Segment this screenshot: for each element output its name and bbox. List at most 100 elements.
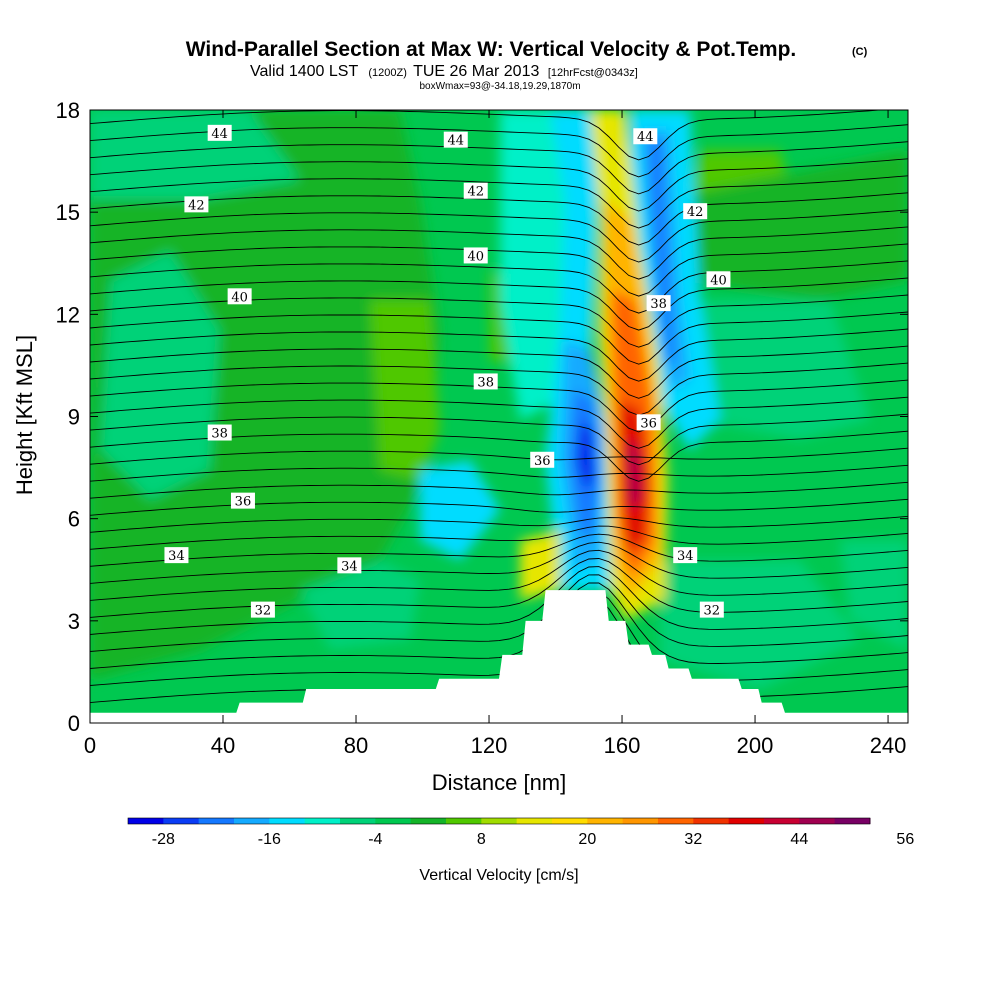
contour-label: 34 <box>341 559 358 574</box>
colorbar-swatch <box>128 818 164 824</box>
isentrope-line <box>90 260 908 314</box>
y-tick-label: 15 <box>56 200 80 225</box>
isentrope-line <box>90 379 908 433</box>
vv-region <box>90 110 440 680</box>
vv-region <box>100 250 220 500</box>
terrain-mask <box>90 590 908 723</box>
isentrope-line <box>90 566 908 635</box>
colorbar-tick-label: -16 <box>258 831 281 848</box>
contour-label-bg <box>227 288 252 305</box>
contour-label: 38 <box>650 297 667 312</box>
isentrope-line <box>90 141 908 195</box>
contour-label-bg <box>164 547 189 564</box>
colorbar-swatch <box>163 818 200 824</box>
isentrope-line <box>90 110 885 161</box>
isentrope-line <box>90 590 908 686</box>
colorbar-swatch <box>410 818 447 824</box>
colorbar-swatch <box>764 818 800 824</box>
vv-region <box>520 530 560 600</box>
contour-label: 42 <box>687 205 704 220</box>
contour-label-bg <box>699 601 724 618</box>
colorbar-swatch <box>340 818 376 824</box>
colorbar-swatch <box>375 818 412 824</box>
isentrope-line <box>90 558 908 618</box>
contour-label: 40 <box>231 290 248 305</box>
colorbar-swatch <box>728 818 765 824</box>
vv-region <box>90 110 300 200</box>
contour-label: 36 <box>640 416 657 431</box>
isentrope-line <box>90 533 908 567</box>
y-tick-label: 0 <box>68 711 80 736</box>
isentrope-line <box>90 396 908 449</box>
contour-label: 38 <box>211 427 228 442</box>
colorbar-swatch <box>622 818 659 824</box>
isentrope-line <box>90 328 908 382</box>
contour-label: 32 <box>255 604 272 619</box>
contour-label-bg <box>530 451 555 468</box>
contour-label-bg <box>683 203 708 220</box>
y-tick-label: 6 <box>68 507 80 532</box>
colorbar-swatch <box>446 818 482 824</box>
contour-labels: 44 44 44 42 42 42 40 40 40 38 38 38 36 36 36 34 34 34 32 32 <box>164 124 731 619</box>
isentrope-line <box>90 464 908 482</box>
vv-region <box>660 150 908 300</box>
contour-label: 42 <box>467 185 484 200</box>
contour-label: 44 <box>637 130 654 145</box>
colorbar-tick-label: 32 <box>684 831 702 848</box>
isentrope-line <box>90 481 908 499</box>
contour-label: 32 <box>704 604 721 619</box>
contour-label: 44 <box>211 127 228 142</box>
contour-label-bg <box>463 247 488 264</box>
copyright-mark: (C) <box>852 46 868 58</box>
colorbar-swatch <box>269 818 306 824</box>
colorbar-tick-label: 56 <box>896 831 914 848</box>
contour-label-bg <box>207 124 232 141</box>
valid-time: Valid 1400 LST (1200Z) TUE 26 Mar 2013 [… <box>250 63 638 80</box>
vv-region <box>660 560 860 690</box>
x-tick-label: 160 <box>604 733 641 758</box>
contour-label: 40 <box>710 273 727 288</box>
x-tick-label: 200 <box>737 733 774 758</box>
colorbar-swatch <box>516 818 553 824</box>
isentrope-line <box>90 192 908 246</box>
isentrope-line <box>90 413 908 466</box>
x-tick-label: 80 <box>344 733 368 758</box>
x-tick-label: 120 <box>471 733 508 758</box>
colorbar-swatch <box>552 818 588 824</box>
contour-label-bg <box>230 492 255 509</box>
colorbar-swatch <box>234 818 270 824</box>
isentrope-line <box>90 209 908 263</box>
isentrope-line <box>90 541 908 584</box>
isentrope-line <box>90 294 908 348</box>
contour-label-bg <box>633 128 658 145</box>
isentrope-line <box>90 311 908 365</box>
contour-label-bg <box>337 557 362 574</box>
colorbar-swatch <box>481 818 518 824</box>
plot-area: 44 44 44 42 42 42 40 40 40 38 38 38 36 36 36 34 34 34 32 32 <box>90 110 908 723</box>
isentrope-line <box>90 345 908 399</box>
y-tick-label: 12 <box>56 302 80 327</box>
colorbar-swatch <box>198 818 235 824</box>
contour-label: 42 <box>188 198 205 213</box>
colorbar-tick-label: -28 <box>152 831 175 848</box>
isentrope-line <box>90 574 908 652</box>
isentrope-line <box>90 525 908 550</box>
contour-label-bg <box>473 373 498 390</box>
vv-region <box>300 560 420 650</box>
colorbar-swatch <box>658 818 694 824</box>
chart-title: Wind-Parallel Section at Max W: Vertical… <box>186 38 797 61</box>
contour-label-bg <box>207 424 232 441</box>
vv-region <box>578 420 593 490</box>
colorbar: -28 -16 -4 8 20 32 44 56 <box>127 817 914 848</box>
isentrope-line <box>90 158 908 212</box>
isentrope-line <box>90 447 908 465</box>
contour-label: 38 <box>477 375 494 390</box>
isentrope-line <box>90 277 908 331</box>
contour-label: 34 <box>168 549 185 564</box>
contour-label-bg <box>646 295 671 312</box>
y-tick-label: 18 <box>56 98 80 123</box>
colorbar-frame <box>127 817 871 825</box>
colorbar-swatch <box>799 818 836 824</box>
contour-label: 44 <box>447 134 464 149</box>
vertical-velocity-field <box>90 110 908 690</box>
